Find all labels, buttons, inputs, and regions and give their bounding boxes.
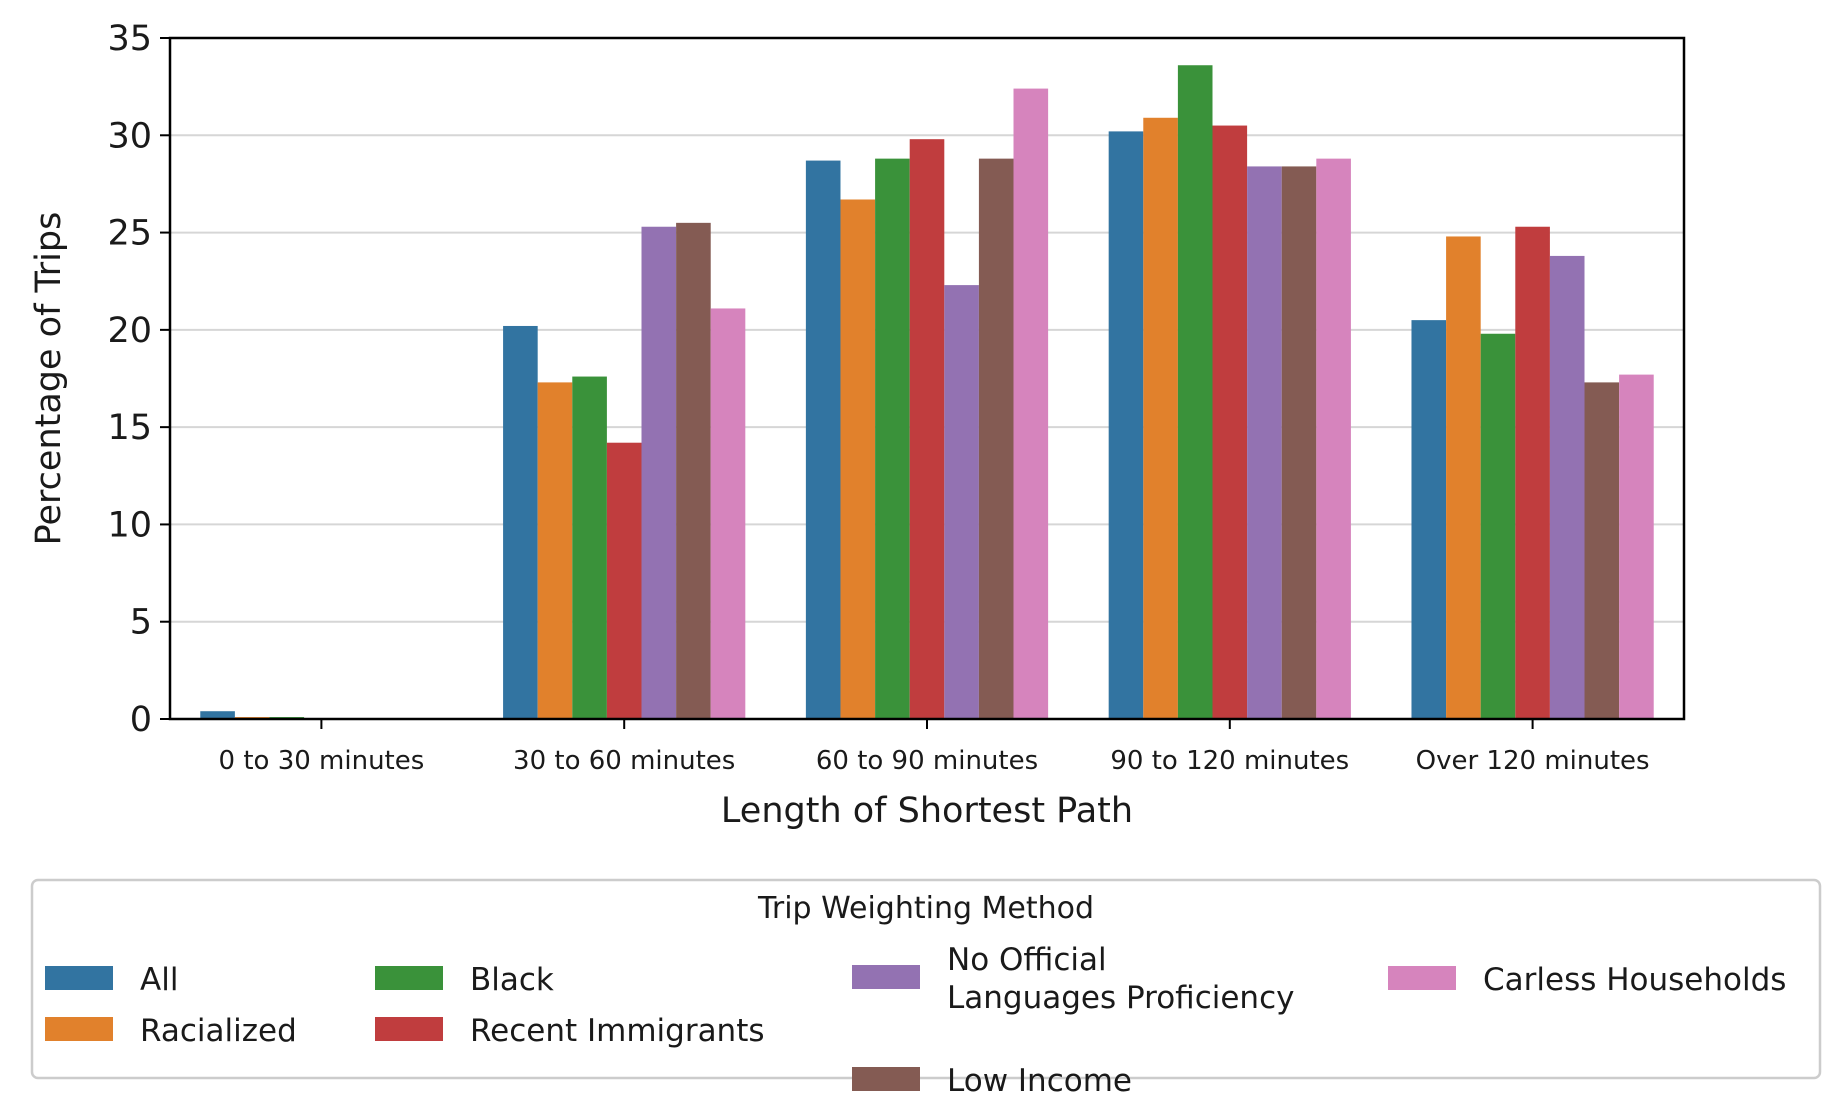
bars <box>200 65 1654 720</box>
legend-label: All <box>140 962 178 998</box>
legend-entries: All Racialized Black Recent Immigrants No Of… <box>45 942 1786 1099</box>
legend-label: Black <box>470 962 554 998</box>
y-axis-ticks: 0 5 10 15 20 25 30 35 <box>107 19 170 740</box>
bar <box>1212 125 1248 720</box>
bar <box>1108 131 1144 719</box>
x-tick-label: Over 120 minutes <box>1416 746 1650 776</box>
legend-swatch <box>852 1067 920 1091</box>
bar <box>805 160 841 719</box>
legend-swatch <box>45 1017 113 1041</box>
bar <box>537 382 573 719</box>
legend-label: Recent Immigrants <box>470 1013 765 1049</box>
y-axis-label: Percentage of Trips <box>29 212 69 546</box>
bar <box>606 442 642 719</box>
legend: Trip Weighting Method All Racialized Black… <box>30 878 1822 1099</box>
bar <box>200 711 235 719</box>
x-tick-label: 30 to 60 minutes <box>513 746 735 776</box>
y-tick-label: 0 <box>130 700 152 740</box>
bar <box>875 158 910 720</box>
legend-swatch <box>375 1017 443 1041</box>
bar <box>1281 166 1317 720</box>
legend-title: Trip Weighting Method <box>757 891 1094 926</box>
bar <box>1619 374 1654 719</box>
legend-label: Low Income <box>947 1063 1132 1099</box>
bar <box>710 308 746 719</box>
legend-label: No Official Languages Proficiency <box>947 942 1294 1016</box>
y-tick-label: 30 <box>107 116 152 156</box>
y-tick-label: 35 <box>107 19 152 59</box>
x-axis-ticks: 0 to 30 minutes 30 to 60 minutes 60 to 90 … <box>219 719 1650 776</box>
y-tick-label: 20 <box>107 311 152 351</box>
x-tick-label: 90 to 120 minutes <box>1110 746 1349 776</box>
bar <box>1247 166 1282 720</box>
y-tick-label: 15 <box>107 408 152 448</box>
bar <box>503 325 538 719</box>
legend-swatch <box>852 965 920 989</box>
bar <box>944 285 979 719</box>
bar <box>572 376 607 719</box>
legend-frame <box>30 878 1822 1080</box>
legend-swatch <box>1388 966 1456 990</box>
legend-swatch <box>375 966 443 990</box>
y-tick-label: 10 <box>107 505 152 545</box>
bar <box>1411 320 1447 719</box>
bar <box>1584 382 1620 719</box>
y-tick-label: 25 <box>107 214 152 254</box>
bar <box>1316 158 1351 720</box>
bar <box>1446 236 1481 719</box>
bar <box>1480 333 1516 719</box>
legend-label: Carless Households <box>1483 962 1786 998</box>
bar <box>1143 117 1178 719</box>
bar <box>978 158 1014 720</box>
legend-swatch <box>45 966 113 990</box>
x-axis-label: Length of Shortest Path <box>721 791 1133 831</box>
bar <box>1177 65 1213 720</box>
x-tick-label: 60 to 90 minutes <box>816 746 1038 776</box>
bar <box>676 222 711 720</box>
bar <box>1549 255 1585 720</box>
bar <box>1013 88 1049 720</box>
bar <box>840 199 876 720</box>
bar <box>909 139 945 720</box>
x-tick-label: 0 to 30 minutes <box>219 746 425 776</box>
y-tick-label: 5 <box>130 603 152 643</box>
bar <box>641 226 677 719</box>
bar <box>1515 226 1550 719</box>
legend-label: Racialized <box>140 1013 297 1049</box>
